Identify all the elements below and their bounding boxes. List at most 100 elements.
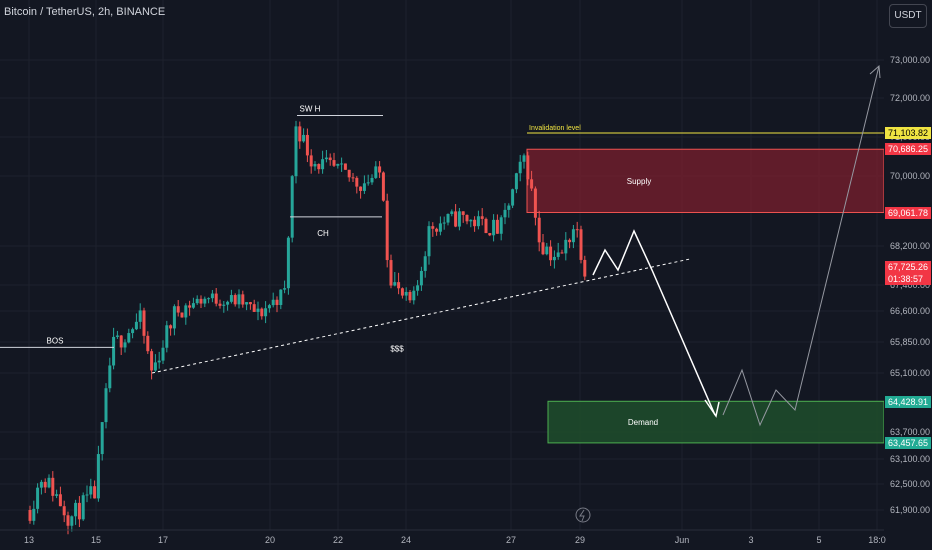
candle-body [431,226,435,229]
candle-body [469,219,473,222]
candle-body [131,329,135,334]
price-label-bg [885,261,931,273]
candle-body [180,312,184,318]
price-label-bg [885,396,931,408]
candle-body [267,305,271,309]
candle-body [583,259,587,277]
price-tick-label: 70,000.00 [890,171,930,181]
candle-body [214,293,218,304]
candle-body [568,239,572,243]
candle-body [237,294,241,305]
candle-body [328,157,332,161]
candle-body [480,216,484,219]
price-tick-label: 68,200.00 [890,241,930,251]
candle-body [81,495,85,520]
candle-body [294,126,298,177]
candle-body [104,388,108,423]
candle-body [176,306,180,313]
candle-body [290,176,294,238]
candle-body [503,209,507,218]
candle-body [457,211,461,227]
candle-body [218,303,222,306]
candle-body [298,126,302,142]
candle-body [256,308,260,312]
candle-body [195,298,199,304]
candle-body [55,494,59,496]
time-axis: 13 15 17 20 22 24 27 29 Jun 3 5 18:0 [0,507,886,545]
candle-body [492,219,496,236]
candle-body [153,362,157,371]
price-label: 69,061.78 [888,208,928,218]
candle-body [191,303,195,308]
candle-body [62,506,66,516]
price-tick-label: 62,500.00 [890,479,930,489]
arrow-head-down [704,399,720,418]
price-tick-label: 63,100.00 [890,454,930,464]
candle-body [366,182,370,184]
price-tick-label: 72,000.00 [890,93,930,103]
candle-body [397,282,401,289]
candle-body [112,336,116,366]
time-tick-label: 15 [91,535,101,545]
price-label-bg [885,273,931,285]
time-tick-label: 22 [333,535,343,545]
candle-body [564,239,568,254]
currency-button[interactable]: USDT [889,4,927,28]
candle-body [473,219,477,227]
candle-body [58,494,62,507]
candle-body [450,211,454,214]
candle-body [39,481,43,488]
candle-body [70,516,74,526]
candle-body [575,229,579,231]
candle-body [115,335,119,337]
price-tick-label: 61,900.00 [890,505,930,515]
candle-body [275,299,279,305]
candle-body [89,486,93,495]
projection-path-up [722,65,880,427]
candle-body [203,298,207,304]
candle-body [461,211,465,215]
candle-body [488,233,492,236]
candle-body [66,515,70,526]
candle-body [165,325,169,348]
swing-high-label: SW H [300,105,321,114]
candle-body [199,298,203,304]
time-tick-label: 3 [748,535,753,545]
supply-label: Supply [627,177,651,186]
candle-body [229,295,233,302]
candle-body [324,157,328,160]
liquidity-label: $$$ [390,344,404,353]
candle-body [226,301,230,305]
candle-body [541,242,545,255]
candle-body [514,173,518,190]
candle-body [579,229,583,260]
candle-body [393,282,397,286]
candle-body [533,188,537,218]
lightning-icon [579,509,585,522]
candle-body [286,237,290,289]
candle-body [161,347,165,361]
candle-body [222,304,226,306]
candle-body [438,223,442,232]
candle-body [423,256,427,271]
candle-body [442,222,446,224]
price-label-bg [885,207,931,219]
candle-body [119,335,123,348]
candle-body [412,290,416,301]
time-tick-label: 13 [24,535,34,545]
candle-body [359,186,363,191]
price-label: 01:38:57 [888,274,923,284]
candle-body [499,217,503,234]
candle-body [77,502,81,520]
candle-body [495,219,499,234]
candle-body [134,321,138,330]
candle-body [279,289,283,305]
price-axis: 73,000.0072,000.0071,000.0070,000.0068,2… [884,0,932,550]
candle-body [340,163,344,165]
candle-body [283,288,287,290]
candle-body [560,252,564,254]
candle-body [522,155,526,162]
demand-label: Demand [628,418,658,427]
candle-body [302,134,306,142]
